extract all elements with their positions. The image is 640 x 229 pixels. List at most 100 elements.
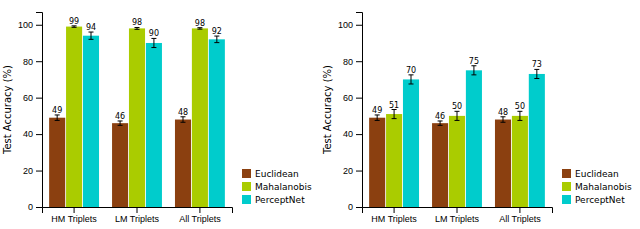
bar	[66, 27, 82, 207]
tick-label: 20	[343, 166, 353, 176]
error-bar-cap	[500, 122, 505, 123]
axis-line	[363, 208, 553, 214]
data-label: 50	[515, 102, 525, 111]
data-label: 46	[115, 112, 125, 121]
error-bar-cap	[151, 47, 156, 48]
tick: 0	[28, 202, 42, 212]
tick-mark	[519, 207, 520, 213]
legend-swatch	[242, 182, 251, 191]
tick: HM Triplets	[51, 207, 97, 224]
legend-swatch	[242, 169, 251, 178]
error-bar-cap	[197, 29, 202, 30]
data-label: 98	[132, 18, 142, 27]
error-bar	[517, 111, 522, 120]
tick-mark	[356, 207, 362, 208]
data-label: 92	[212, 27, 222, 36]
bar	[49, 118, 65, 207]
error-bar-line	[153, 38, 154, 47]
tick: All Triplets	[499, 207, 541, 224]
error-bar	[500, 117, 505, 122]
error-bar	[197, 28, 202, 29]
tick-label: All Triplets	[499, 214, 541, 224]
error-bar	[72, 26, 77, 27]
axis-line	[356, 13, 363, 208]
y-axis-title: Test Accuracy (%)	[322, 65, 333, 155]
data-label: 94	[86, 23, 96, 32]
error-bar-line	[182, 117, 183, 122]
figure: 494648999898949092HM TripletsLM Triplets…	[0, 0, 640, 229]
data-label: 99	[69, 17, 79, 26]
error-bar-cap	[392, 118, 397, 119]
error-bar	[438, 121, 443, 125]
tick-label: 60	[343, 93, 353, 103]
legend-item: Euclidean	[242, 169, 299, 179]
error-bar-line	[216, 36, 217, 43]
data-label: 46	[435, 112, 445, 121]
tick: HM Triplets	[371, 207, 417, 224]
tick-label: 100	[18, 20, 33, 30]
bar	[209, 39, 225, 207]
tick-label: LM Triplets	[115, 214, 160, 224]
series	[369, 115, 511, 207]
tick-label: HM Triplets	[51, 214, 97, 224]
legend-label: Mahalanobis	[255, 182, 312, 192]
error-bar-line	[457, 111, 458, 120]
bar	[369, 118, 385, 207]
error-bar-line	[519, 111, 520, 120]
error-bar	[455, 111, 460, 120]
tick-label: 100	[338, 20, 353, 30]
error-bar-cap	[438, 125, 443, 126]
tick: LM Triplets	[435, 207, 480, 224]
error-bar-line	[120, 121, 121, 125]
x-axis: HM Triplets LM Triplets All Triplets	[43, 207, 233, 224]
legend-label: PerceptNet	[575, 195, 625, 205]
error-bar	[135, 27, 140, 29]
bar	[512, 116, 528, 207]
error-bar-line	[440, 121, 441, 125]
y-axis: 020406080100	[338, 13, 363, 213]
tick-mark	[137, 207, 138, 213]
error-bar-cap	[534, 78, 539, 79]
error-bar	[151, 38, 156, 47]
tick-label: 80	[23, 57, 33, 67]
series	[66, 26, 208, 207]
tick-label: 80	[343, 57, 353, 67]
error-bar	[118, 121, 123, 125]
error-bar	[534, 69, 539, 78]
error-bar-cap	[118, 125, 123, 126]
error-bar-line	[411, 75, 412, 84]
tick: LM Triplets	[115, 207, 160, 224]
error-bar-line	[377, 115, 378, 120]
bar	[129, 28, 145, 207]
data-label: 98	[195, 19, 205, 28]
error-bar	[409, 75, 414, 84]
panel: 494648999898949092HM TripletsLM Triplets…	[2, 13, 312, 225]
bar	[529, 74, 545, 207]
legend-swatch	[562, 195, 571, 204]
data-labels: 494648515050707573	[372, 57, 542, 121]
error-bar	[375, 115, 380, 120]
plot-area	[369, 66, 545, 207]
tick: 40	[23, 129, 42, 139]
tick-label: All Triplets	[179, 214, 221, 224]
axis-line	[43, 208, 233, 214]
bar	[495, 120, 511, 207]
error-bar	[392, 110, 397, 119]
data-label: 49	[52, 106, 62, 115]
tick-mark	[199, 207, 200, 213]
y-axis-title: Test Accuracy (%)	[2, 65, 13, 155]
tick-label: 60	[23, 93, 33, 103]
data-labels: 494648999898949092	[52, 17, 222, 121]
error-bar-cap	[471, 74, 476, 75]
tick-label: 40	[343, 129, 353, 139]
legend-label: Mahalanobis	[575, 182, 632, 192]
bar	[192, 28, 208, 207]
tick-label: 40	[23, 129, 33, 139]
error-bar-cap	[89, 39, 94, 40]
legend-swatch	[562, 169, 571, 178]
tick-mark	[74, 207, 75, 213]
tick-label: 20	[23, 166, 33, 176]
tick-mark	[36, 98, 42, 99]
data-label: 51	[389, 101, 399, 110]
tick-label: LM Triplets	[435, 214, 480, 224]
